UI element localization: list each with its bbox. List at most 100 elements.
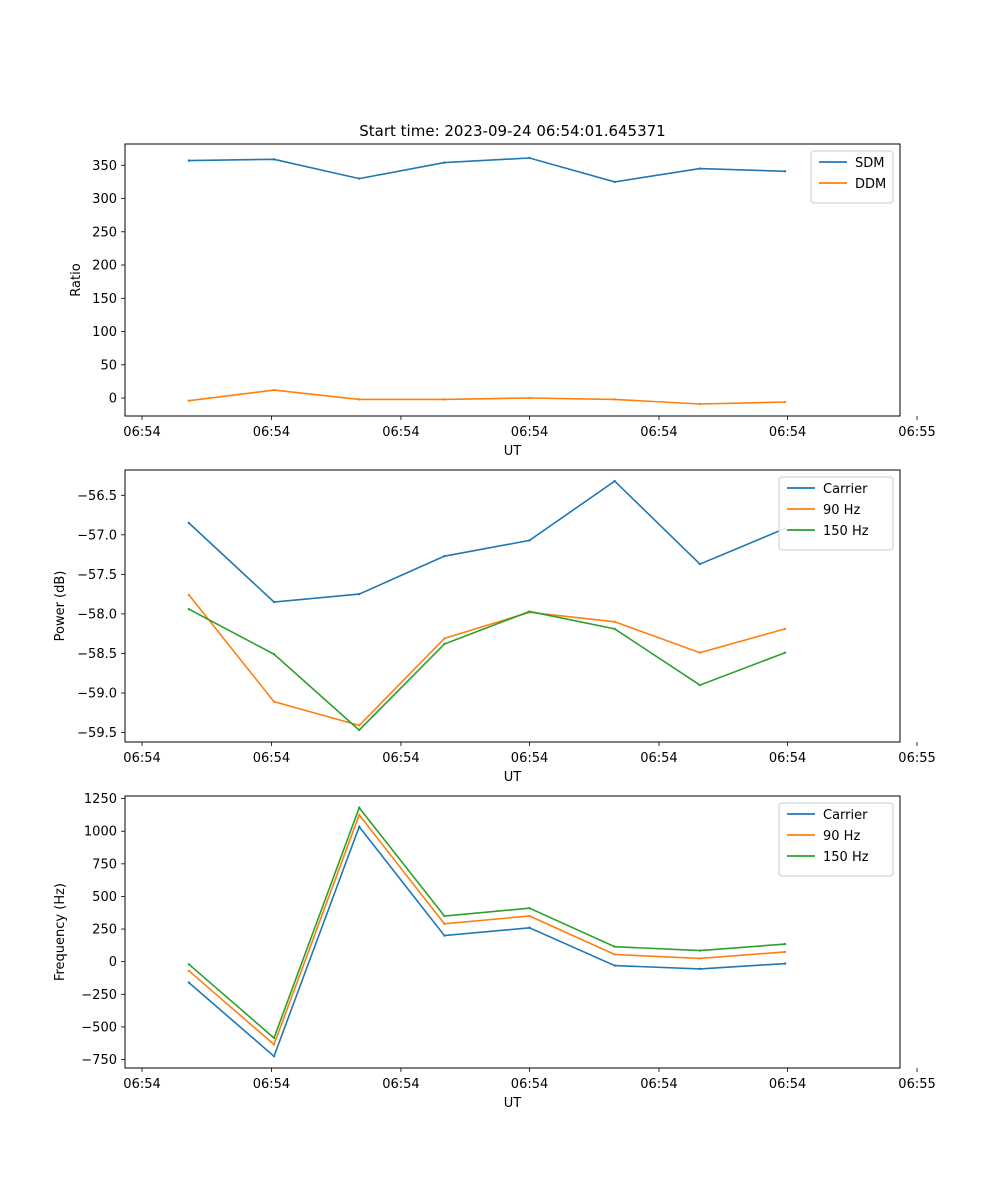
data-point-150-hz	[272, 1036, 276, 1040]
x-tick-label: 06:55	[898, 751, 935, 766]
legend-box	[778, 476, 894, 551]
x-tick-label: 06:55	[898, 1077, 935, 1092]
legend-label: 90 Hz	[823, 503, 860, 518]
data-point-sdm	[443, 161, 446, 164]
data-point-sdm	[783, 170, 787, 173]
legend: Carrier 90 Hz 150 Hz	[778, 802, 894, 877]
data-point-sdm	[528, 156, 531, 160]
data-point-90-hz	[698, 957, 702, 960]
series-line-carrier	[188, 480, 786, 603]
data-point-ddm	[272, 388, 276, 392]
x-tick-label: 06:54	[253, 425, 290, 440]
x-axis-label: UT	[504, 444, 522, 459]
data-point-150-hz	[783, 651, 787, 654]
axes-frame	[124, 795, 901, 1069]
data-point-90-hz	[358, 813, 361, 817]
chart-2: 06:54 06:54 06:54 06:54 06:54 06:54 06:55 −59.5…	[53, 469, 936, 785]
x-tick-label: 06:55	[898, 425, 935, 440]
series-line-90-hz	[188, 594, 786, 727]
y-tick-label: −750	[81, 1053, 117, 1068]
legend: SDM DDM	[810, 150, 894, 204]
x-tick-label: 06:54	[640, 425, 677, 440]
data-point-90-hz	[528, 914, 531, 918]
data-point-sdm	[358, 177, 361, 180]
data-point-sdm	[698, 167, 702, 170]
x-tick-label: 06:54	[253, 751, 290, 766]
y-tick-label: −500	[81, 1020, 117, 1035]
data-point-carrier	[443, 934, 446, 937]
y-tick-label: 150	[92, 292, 117, 307]
x-tick-label: 06:54	[253, 1077, 290, 1092]
x-tick-label: 06:54	[511, 425, 548, 440]
y-tick-label: 100	[92, 325, 117, 340]
x-tick-label: 06:54	[769, 751, 806, 766]
data-point-carrier	[443, 554, 446, 558]
chart-panels: 06:54 06:54 06:54 06:54 06:54 06:54 06:55 0 50 10…	[53, 143, 936, 1111]
data-point-carrier	[187, 521, 191, 525]
x-axis-label: UT	[504, 770, 522, 785]
x-tick-label: 06:54	[511, 1077, 548, 1092]
y-tick-label: 300	[92, 192, 117, 207]
data-point-ddm	[187, 399, 191, 402]
data-point-150-hz	[187, 963, 191, 966]
y-tick-label: −58.5	[77, 647, 117, 662]
y-tick-label: −56.5	[77, 489, 117, 504]
chart-1: 06:54 06:54 06:54 06:54 06:54 06:54 06:55 0 50 10…	[69, 143, 936, 459]
x-tick-label: 06:54	[123, 1077, 160, 1092]
data-point-150-hz	[358, 806, 361, 809]
data-point-ddm	[783, 400, 787, 404]
series-line-sdm	[188, 157, 786, 183]
data-point-sdm	[613, 180, 616, 184]
series-line-90-hz	[188, 813, 786, 1046]
y-axis-label: Power (dB)	[53, 571, 68, 642]
data-point-90-hz	[443, 637, 446, 640]
y-tick-label: 1250	[84, 792, 117, 807]
x-tick-label: 06:54	[769, 425, 806, 440]
data-point-150-hz	[187, 607, 191, 611]
data-point-90-hz	[613, 620, 616, 624]
data-point-carrier	[358, 592, 361, 596]
data-point-90-hz	[272, 1043, 276, 1046]
data-point-sdm	[272, 158, 276, 161]
figure-title: Start time: 2023-09-24 06:54:01.645371	[359, 122, 665, 140]
x-tick-label: 06:54	[382, 425, 419, 440]
data-point-150-hz	[698, 949, 702, 952]
data-point-ddm	[528, 396, 531, 400]
data-point-150-hz	[783, 942, 787, 946]
y-tick-label: −58.0	[77, 607, 117, 622]
y-tick-label: −250	[81, 988, 117, 1003]
data-point-150-hz	[358, 728, 361, 732]
x-tick-label: 06:54	[382, 1077, 419, 1092]
data-point-90-hz	[187, 969, 191, 973]
x-tick-label: 06:54	[382, 751, 419, 766]
series-line-150-hz	[188, 806, 786, 1040]
y-tick-label: 350	[92, 159, 117, 174]
y-tick-label: 50	[100, 358, 117, 373]
data-point-ddm	[698, 402, 702, 406]
data-point-90-hz	[698, 651, 702, 654]
y-tick-label: 250	[92, 923, 117, 938]
data-point-90-hz	[272, 700, 276, 703]
y-tick-label: 0	[109, 392, 117, 407]
data-point-150-hz	[528, 906, 531, 910]
data-point-ddm	[613, 398, 616, 401]
data-point-90-hz	[783, 950, 787, 954]
legend-label: Carrier	[823, 482, 868, 497]
y-axis-label: Frequency (Hz)	[53, 883, 68, 981]
data-point-150-hz	[443, 642, 446, 646]
y-axis-label: Ratio	[69, 263, 84, 296]
data-point-carrier	[528, 926, 531, 929]
x-tick-label: 06:54	[123, 751, 160, 766]
data-point-150-hz	[272, 653, 276, 656]
data-point-carrier	[698, 967, 702, 971]
y-tick-label: −57.5	[77, 568, 117, 583]
y-tick-label: 750	[92, 857, 117, 872]
data-point-ddm	[358, 398, 361, 401]
x-tick-label: 06:54	[640, 751, 677, 766]
y-tick-label: −59.5	[77, 726, 117, 741]
y-tick-label: 250	[92, 225, 117, 240]
data-point-carrier	[272, 1055, 276, 1058]
x-tick-label: 06:54	[511, 751, 548, 766]
legend-box	[810, 150, 894, 204]
data-point-90-hz	[358, 724, 361, 727]
